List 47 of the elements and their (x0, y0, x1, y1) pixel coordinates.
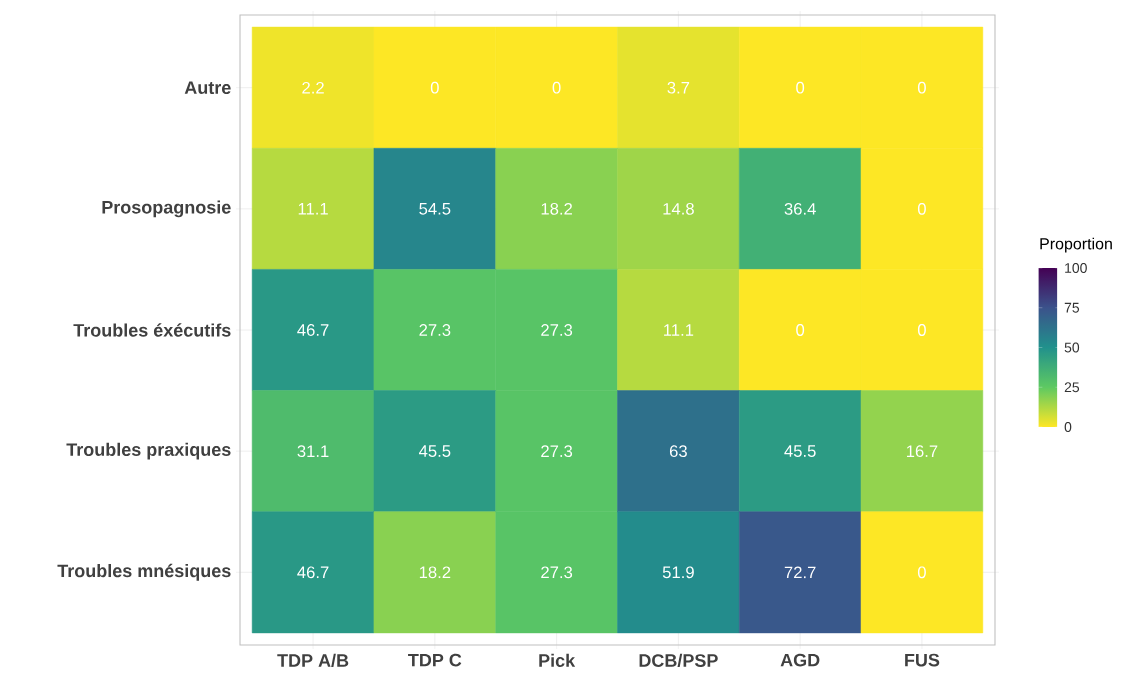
data-label: 16.7 (906, 445, 938, 458)
data-label: 0 (796, 81, 805, 94)
data-label: 36.4 (784, 202, 816, 215)
data-label: 0 (430, 81, 439, 94)
x-tick-label: TDP C (408, 653, 462, 667)
data-label: 0 (917, 324, 926, 336)
data-label: 18.2 (541, 202, 572, 215)
x-tick-label: TDP A/B (277, 653, 349, 668)
color-bar-label: 0 (1064, 422, 1072, 432)
y-tick-label: Autre (184, 81, 231, 94)
x-tick-label: DCB/PSP (639, 653, 718, 668)
data-label: 0 (917, 202, 926, 215)
y-tick-label: Troubles éxécutifs (73, 323, 231, 337)
y-tick-label: Troubles mnésiques (57, 563, 231, 581)
data-label: 51.9 (662, 566, 694, 579)
data-label: 11.1 (664, 324, 694, 336)
data-label: 45.5 (419, 445, 451, 457)
data-label: 0 (796, 324, 805, 336)
data-label: 46.7 (297, 566, 329, 579)
color-bar-title: Proportion (1040, 237, 1112, 253)
data-label: 54.5 (419, 203, 451, 215)
data-label: 27.3 (419, 324, 451, 336)
x-tick-label: FUS (905, 653, 940, 667)
data-label: 31.1 (297, 445, 329, 458)
color-bar-label: 75 (1064, 302, 1080, 313)
x-tick-label: Pick (539, 653, 576, 667)
x-tick-label: AGD (780, 653, 820, 667)
data-label: 27.3 (541, 566, 573, 579)
data-label: 0 (917, 81, 926, 94)
data-label: 46.7 (297, 324, 329, 336)
data-label: 2.2 (302, 81, 324, 94)
data-label: 45.5 (784, 445, 816, 457)
data-label: 18.2 (419, 566, 451, 579)
data-label: 72.7 (784, 566, 816, 579)
data-label: 14.8 (663, 202, 694, 215)
data-label: 0 (917, 566, 926, 579)
data-label: 63 (669, 445, 687, 458)
y-tick-label: Troubles praxiques (66, 442, 231, 460)
color-bar-label: 50 (1064, 342, 1080, 353)
data-label: 27.3 (541, 324, 573, 336)
data-label: 3.7 (667, 81, 690, 94)
data-label: 11.1 (298, 203, 328, 215)
data-label: 0 (552, 81, 561, 94)
data-label: 27.3 (541, 445, 573, 458)
color-bar-label: 25 (1064, 382, 1080, 393)
y-tick-label: Prosopagnosie (102, 200, 231, 218)
color-bar-label: 100 (1065, 263, 1087, 273)
